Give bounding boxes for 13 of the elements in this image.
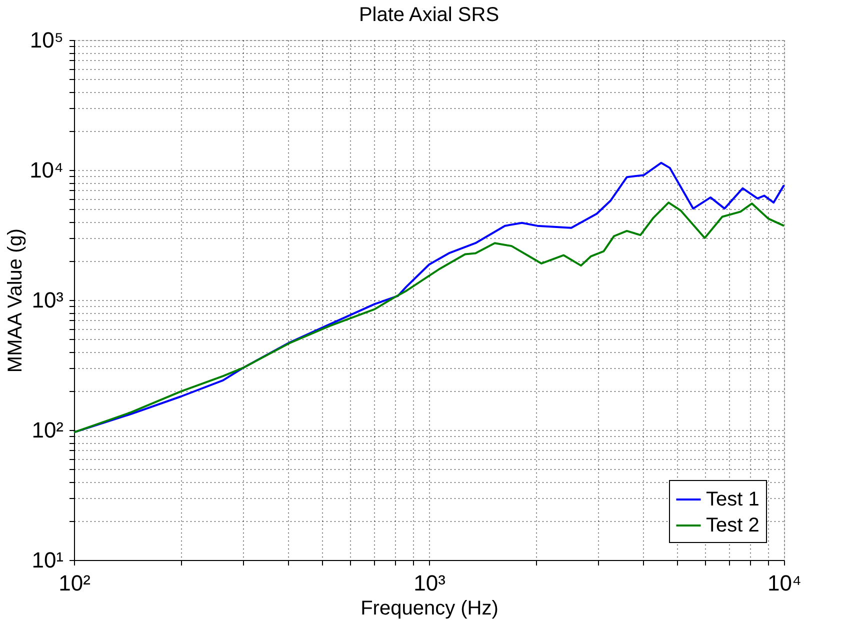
y-tick-label: 10³ [32,288,64,312]
y-axis-title: MMAA Value (g) [4,228,27,373]
chart-title: Plate Axial SRS [358,4,500,26]
y-tick-label: 10¹ [32,548,64,572]
y-tick-label: 10⁴ [30,158,64,182]
legend-label: Test 1 [706,488,760,510]
y-tick-label: 10⁵ [30,28,64,52]
x-tick-label: 10² [58,570,90,596]
y-tick-label: 10² [32,418,64,442]
x-axis-title: Frequency (Hz) [360,598,498,620]
legend-label: Test 2 [706,514,760,536]
x-tick-label: 10³ [414,570,446,596]
x-tick-label: 10⁴ [768,570,802,596]
